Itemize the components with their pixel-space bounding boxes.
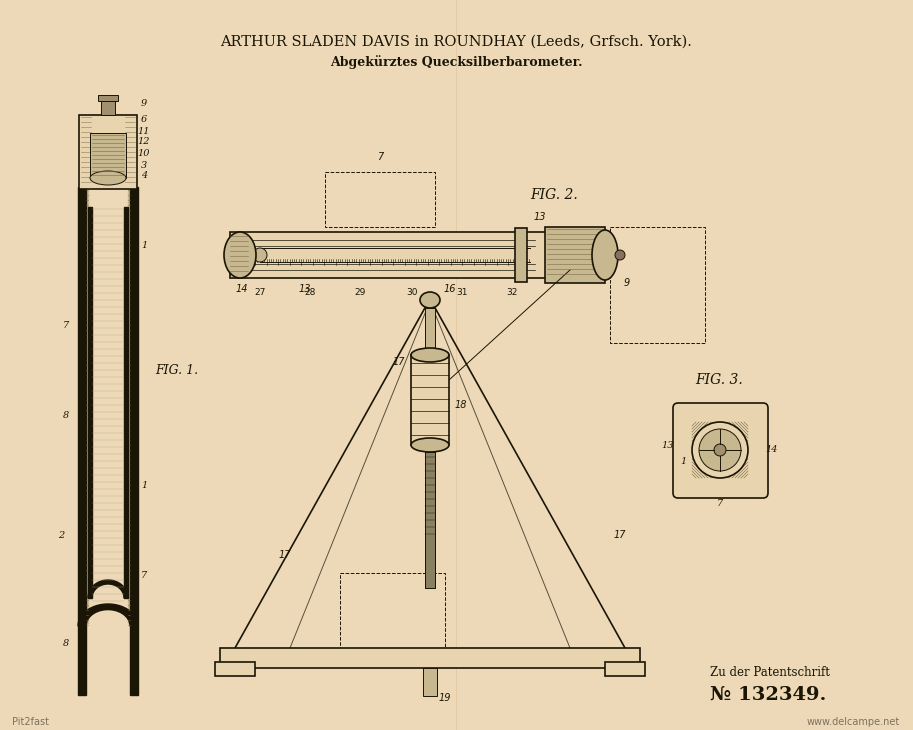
Text: 11: 11: [138, 126, 151, 136]
Ellipse shape: [714, 444, 726, 456]
Ellipse shape: [411, 438, 449, 452]
Bar: [610, 227, 705, 343]
Text: 7: 7: [141, 571, 147, 580]
Bar: [425, 452, 435, 588]
Ellipse shape: [90, 171, 126, 185]
Bar: [86, 190, 88, 623]
Text: 13: 13: [534, 212, 546, 222]
Bar: [325, 172, 435, 227]
Ellipse shape: [253, 248, 267, 262]
Bar: [411, 355, 449, 445]
Text: 10: 10: [138, 148, 151, 158]
Polygon shape: [78, 604, 138, 626]
Bar: [78, 187, 86, 695]
Text: 1: 1: [141, 480, 147, 490]
Text: 7: 7: [377, 152, 383, 162]
Bar: [79, 115, 137, 189]
Text: 14: 14: [766, 445, 778, 455]
Bar: [220, 648, 640, 668]
Text: 9: 9: [624, 278, 630, 288]
Text: FIG. 3.: FIG. 3.: [695, 373, 743, 387]
Text: 32: 32: [507, 288, 518, 297]
Text: www.delcampe.net: www.delcampe.net: [807, 717, 900, 727]
Text: 2: 2: [58, 531, 64, 539]
Bar: [88, 207, 92, 598]
Text: 6: 6: [141, 115, 147, 125]
Text: 16: 16: [444, 284, 456, 294]
Ellipse shape: [592, 230, 618, 280]
Bar: [605, 662, 645, 676]
Text: 8: 8: [63, 639, 69, 648]
Ellipse shape: [615, 250, 625, 260]
Bar: [98, 95, 118, 101]
Bar: [128, 190, 130, 623]
Text: 7: 7: [63, 320, 69, 329]
Text: 8: 8: [63, 410, 69, 420]
Text: 12: 12: [138, 137, 151, 145]
Text: 31: 31: [456, 288, 467, 297]
FancyBboxPatch shape: [673, 403, 768, 498]
Text: FIG. 2.: FIG. 2.: [530, 188, 578, 202]
Text: 1: 1: [680, 458, 687, 466]
Ellipse shape: [224, 232, 256, 278]
Text: 4: 4: [141, 172, 147, 180]
Text: 19: 19: [439, 693, 451, 703]
Text: 9: 9: [141, 99, 147, 107]
Bar: [423, 668, 437, 696]
Text: 28: 28: [304, 288, 316, 297]
Text: 30: 30: [406, 288, 418, 297]
Bar: [215, 662, 255, 676]
Text: Zu der Patentschrift: Zu der Patentschrift: [710, 666, 830, 680]
Bar: [124, 207, 128, 598]
Bar: [130, 187, 138, 695]
Polygon shape: [88, 580, 128, 598]
Bar: [515, 228, 527, 282]
Text: 27: 27: [255, 288, 266, 297]
Ellipse shape: [411, 348, 449, 362]
Text: 17: 17: [278, 550, 291, 560]
Text: 18: 18: [455, 400, 467, 410]
Text: Pit2fast: Pit2fast: [12, 717, 49, 727]
Text: 7: 7: [717, 499, 723, 509]
Bar: [101, 99, 115, 115]
Bar: [340, 573, 445, 651]
Text: 17: 17: [393, 357, 405, 367]
Text: № 132349.: № 132349.: [710, 686, 826, 704]
Text: 17: 17: [614, 530, 626, 540]
Text: 13: 13: [662, 442, 674, 450]
Bar: [230, 232, 550, 278]
Ellipse shape: [699, 429, 741, 471]
Text: 1: 1: [141, 240, 147, 250]
Bar: [425, 308, 435, 588]
Text: 29: 29: [354, 288, 366, 297]
Text: ARTHUR SLADEN DAVIS in ROUNDHAY (Leeds, Grfsch. York).: ARTHUR SLADEN DAVIS in ROUNDHAY (Leeds, …: [220, 35, 692, 49]
Ellipse shape: [420, 292, 440, 308]
Text: FIG. 1.: FIG. 1.: [155, 364, 198, 377]
Bar: [545, 227, 605, 283]
Text: 13: 13: [299, 284, 311, 294]
Text: 14: 14: [236, 284, 248, 294]
Text: Abgekürztes Quecksilberbarometer.: Abgekürztes Quecksilberbarometer.: [330, 55, 582, 69]
Bar: [90, 133, 126, 178]
Text: 3: 3: [141, 161, 147, 169]
Ellipse shape: [692, 422, 748, 478]
